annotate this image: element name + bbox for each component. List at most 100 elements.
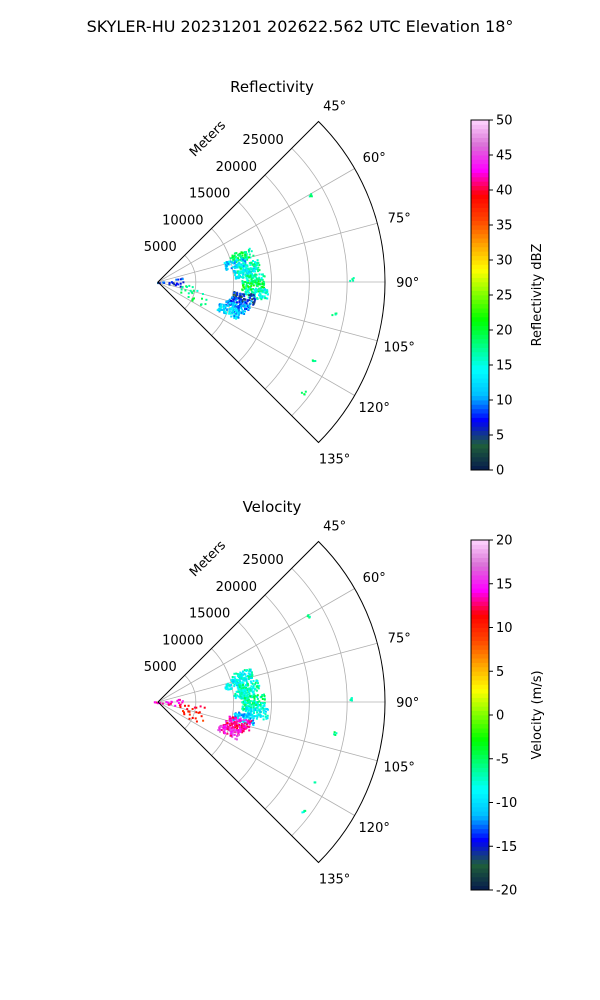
colorbar-segment <box>471 885 489 891</box>
echo-gate <box>187 704 190 707</box>
echo-gate <box>248 294 251 297</box>
echo-gate <box>253 695 255 698</box>
echo-gate <box>235 684 238 687</box>
echo-gate <box>240 251 243 254</box>
echo-gate <box>238 261 241 264</box>
echo-gate <box>191 292 194 295</box>
echo-gate <box>233 269 235 272</box>
echo-gate <box>258 294 260 297</box>
echo-gate <box>245 670 248 672</box>
echo-gate <box>234 697 237 700</box>
colorbar-segment <box>471 194 489 200</box>
echo-gate <box>263 695 266 697</box>
echo-gate <box>259 703 262 706</box>
echo-gate <box>252 684 255 687</box>
echo-gate <box>244 710 247 713</box>
echo-gate <box>242 260 245 262</box>
colorbar-segment <box>471 347 489 353</box>
echo-gate <box>228 310 231 313</box>
colorbar-segment <box>471 439 489 445</box>
colorbar-label: Reflectivity dBZ <box>530 244 545 347</box>
echo-gate <box>256 263 258 265</box>
echo-gate <box>230 300 232 302</box>
colorbar-segment <box>471 172 489 178</box>
colorbar-segment <box>471 623 489 628</box>
echo-gate <box>232 298 235 301</box>
echo-gate <box>242 258 245 261</box>
colorbar-segment <box>471 828 489 834</box>
colorbar-segment <box>471 583 489 589</box>
colorbar-segment <box>471 675 489 681</box>
colorbar-segment <box>471 295 489 300</box>
echo-gate <box>223 304 226 307</box>
radial-tick-label: 25000 <box>242 553 283 568</box>
echo-gate <box>199 705 202 708</box>
echo-gate <box>236 681 239 684</box>
echo-gate <box>187 292 190 295</box>
echo-gate <box>248 700 251 703</box>
echo-gate <box>240 295 243 298</box>
echo-gate <box>245 308 248 310</box>
echo-gate <box>261 694 264 696</box>
echo-gate <box>241 707 244 710</box>
colorbar-tick-label: 35 <box>496 219 513 234</box>
echo-gate <box>249 721 251 724</box>
echo-gate <box>255 706 258 709</box>
echo-gate <box>256 711 259 714</box>
echo-gate <box>263 693 265 696</box>
colorbar-segment <box>471 365 489 370</box>
echo-gate <box>226 722 229 725</box>
echo-gate <box>241 275 244 278</box>
echo-gate <box>241 293 244 296</box>
colorbar-segment <box>471 190 489 195</box>
velocity-title: Velocity <box>243 498 302 516</box>
colorbar-segment <box>471 863 489 869</box>
radial-tick-label: 20000 <box>216 580 257 595</box>
echo-gate <box>257 280 260 283</box>
echo-gate <box>235 317 238 320</box>
echo-gate <box>235 724 238 727</box>
echo-gate <box>256 278 259 281</box>
colorbar-segment <box>471 640 489 646</box>
colorbar-segment <box>471 553 489 558</box>
echo-gate <box>239 719 241 722</box>
echo-gate <box>247 281 250 284</box>
echo-gate <box>240 723 243 725</box>
echo-gate <box>241 312 244 315</box>
colorbar-tick-label: 30 <box>496 254 513 269</box>
echo-gate <box>236 719 239 722</box>
echo-gate <box>239 302 242 304</box>
echo-gate <box>222 724 225 727</box>
echo-gate <box>335 732 338 735</box>
reflectivity-title: Reflectivity <box>230 78 314 96</box>
echo-gate <box>176 699 179 702</box>
echo-gate <box>233 676 236 679</box>
colorbar-segment <box>471 404 489 410</box>
echo-gate <box>252 260 254 262</box>
colorbar-segment <box>471 176 489 182</box>
echo-gate <box>246 695 249 698</box>
echo-gate <box>260 296 263 299</box>
echo-gate <box>255 717 258 720</box>
echo-gate <box>225 263 228 266</box>
echo-gate <box>231 727 234 730</box>
echo-gate <box>249 677 252 680</box>
echo-gate <box>255 702 257 705</box>
colorbar-segment <box>471 671 489 677</box>
echo-gate <box>257 262 260 265</box>
colorbar-segment <box>471 268 489 274</box>
echo-gate <box>248 256 251 259</box>
echo-gate <box>246 688 248 691</box>
colorbar-segment <box>471 413 489 418</box>
echo-gate <box>234 299 237 302</box>
echo-gate <box>233 262 236 265</box>
echo-gate <box>239 304 241 306</box>
echo-gate <box>263 697 266 700</box>
echo-gate <box>235 690 238 693</box>
echo-gate <box>248 276 251 279</box>
colorbar-segment <box>471 645 489 650</box>
echo-gate <box>236 263 239 266</box>
echo-gate <box>248 692 251 695</box>
colorbar-segment <box>471 443 489 449</box>
echo-gate <box>244 298 247 301</box>
